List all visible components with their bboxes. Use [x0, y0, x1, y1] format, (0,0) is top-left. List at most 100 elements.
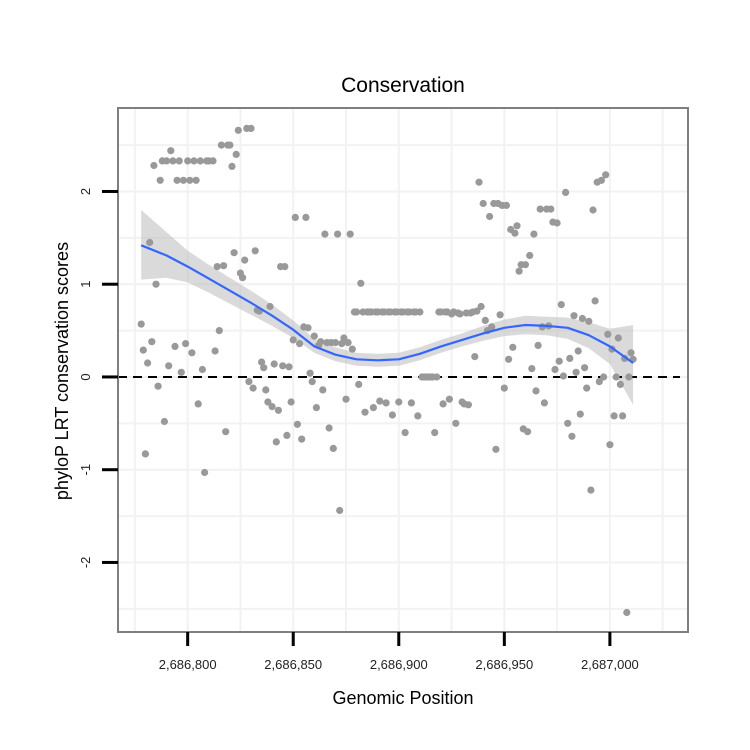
- data-point: [198, 365, 206, 374]
- data-point: [574, 347, 582, 355]
- data-point: [264, 398, 272, 406]
- y-tick-label: 0: [78, 373, 93, 380]
- x-tick-label: 2,686,850: [264, 657, 322, 672]
- y-tick-label: 1: [78, 281, 93, 288]
- data-point: [570, 312, 578, 320]
- data-point: [610, 412, 618, 420]
- x-tick-label: 2,686,800: [159, 657, 217, 672]
- data-point: [572, 368, 580, 376]
- data-point: [600, 373, 608, 381]
- data-point: [407, 399, 415, 407]
- data-point: [228, 162, 236, 170]
- data-point: [488, 323, 496, 331]
- y-tick-label: -2: [78, 557, 93, 569]
- data-point: [184, 157, 192, 165]
- data-point: [557, 301, 565, 309]
- data-point: [477, 302, 485, 311]
- panel-border: [117, 107, 689, 633]
- data-point: [312, 404, 320, 412]
- y-tick-label: -1: [78, 464, 93, 476]
- data-point: [553, 219, 561, 227]
- data-point: [505, 355, 513, 363]
- data-point: [623, 608, 631, 617]
- data-point: [169, 157, 177, 165]
- data-point: [369, 404, 377, 412]
- data-point: [578, 314, 587, 323]
- data-point: [241, 256, 249, 264]
- data-point: [614, 334, 622, 342]
- data-point: [388, 411, 396, 419]
- data-point: [604, 330, 612, 338]
- data-point: [296, 340, 304, 348]
- data-point: [188, 349, 196, 357]
- data-point: [602, 171, 610, 179]
- data-point: [209, 157, 217, 165]
- data-point: [471, 353, 479, 361]
- data-point: [511, 229, 519, 237]
- data-point: [551, 365, 559, 374]
- data-point: [226, 141, 234, 149]
- y-axis-label: phyloP LRT conservation scores: [52, 242, 72, 500]
- data-point: [249, 384, 257, 392]
- data-point: [502, 201, 510, 209]
- data-point: [338, 340, 346, 348]
- data-point: [530, 230, 538, 238]
- chart-title: Conservation: [341, 74, 465, 97]
- data-point: [587, 486, 595, 494]
- data-point: [536, 205, 544, 213]
- data-point: [433, 373, 441, 381]
- x-tick-label: 2,686,950: [475, 657, 533, 672]
- confidence-ribbon: [141, 210, 634, 405]
- data-point: [395, 398, 403, 406]
- data-point: [160, 417, 168, 426]
- data-point: [137, 320, 145, 328]
- data-point: [355, 380, 363, 388]
- data-point: [232, 150, 240, 158]
- x-tick-label: 2,686,900: [370, 657, 428, 672]
- data-point: [456, 310, 464, 318]
- data-point: [194, 400, 202, 408]
- data-point: [283, 431, 291, 439]
- data-point: [139, 346, 147, 354]
- data-point: [616, 380, 625, 388]
- data-point: [625, 373, 633, 381]
- data-point: [173, 176, 181, 184]
- smooth-line: [140, 244, 634, 364]
- confidence-ribbon-layer: [141, 210, 634, 405]
- data-point: [500, 384, 508, 392]
- data-point: [357, 279, 365, 287]
- data-point: [182, 340, 190, 348]
- x-axis-label: Genomic Position: [332, 688, 473, 708]
- data-point: [564, 419, 572, 427]
- data-point: [251, 247, 259, 255]
- data-point: [148, 338, 156, 346]
- data-point: [325, 424, 333, 432]
- data-point: [175, 157, 183, 165]
- data-point: [342, 395, 350, 403]
- data-point: [239, 274, 247, 282]
- data-point: [310, 332, 318, 340]
- data-point: [515, 267, 523, 275]
- data-point: [382, 399, 390, 407]
- data-point: [534, 341, 542, 349]
- data-point: [165, 362, 173, 370]
- data-point: [260, 364, 268, 372]
- data-point: [308, 378, 316, 386]
- data-point: [452, 419, 460, 427]
- data-point: [222, 428, 230, 436]
- data-point: [562, 188, 570, 196]
- data-point: [247, 124, 255, 132]
- data-point: [566, 354, 574, 362]
- data-point: [597, 176, 606, 184]
- data-point: [190, 157, 198, 165]
- data-point: [196, 157, 204, 165]
- data-point: [416, 308, 424, 316]
- data-point: [481, 316, 489, 324]
- data-point: [230, 249, 238, 257]
- data-point: [177, 368, 185, 376]
- data-point: [201, 468, 209, 477]
- data-point: [302, 213, 310, 221]
- data-point: [146, 238, 154, 247]
- data-point: [619, 412, 627, 420]
- data-point: [401, 429, 409, 437]
